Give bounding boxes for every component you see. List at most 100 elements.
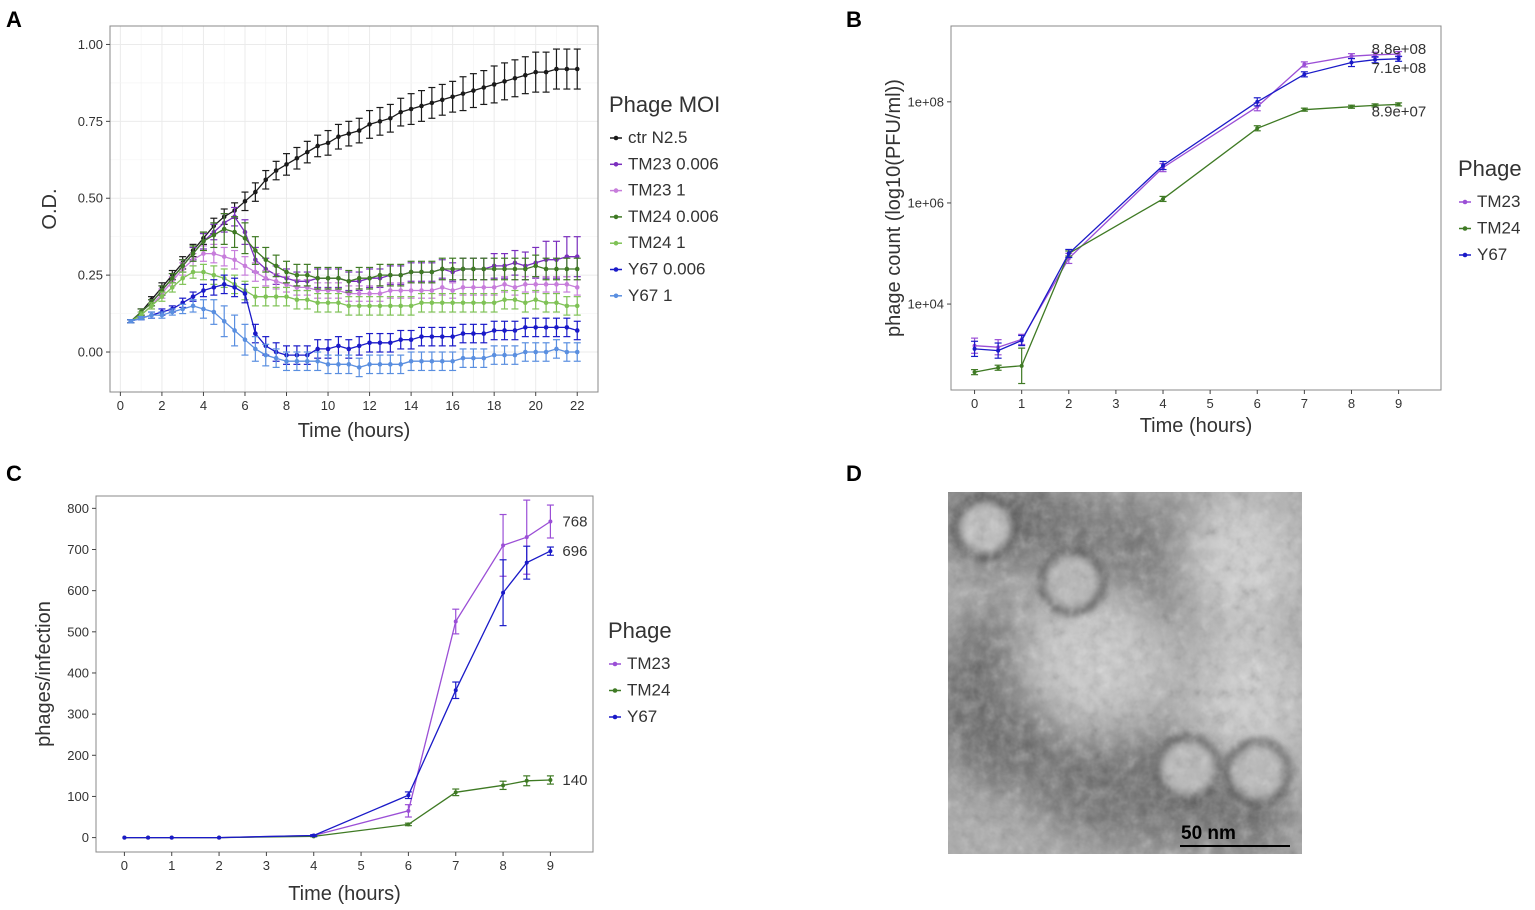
legend-item: Y67 xyxy=(1459,245,1507,264)
data-point xyxy=(408,337,414,343)
data-point xyxy=(543,300,549,306)
x-tick-label: 20 xyxy=(528,398,542,413)
data-point xyxy=(501,590,506,595)
data-point xyxy=(253,294,258,299)
data-point xyxy=(232,257,237,263)
legend-label: TM24 0.006 xyxy=(628,207,719,226)
legend-item: TM24 xyxy=(609,681,670,700)
data-point xyxy=(523,325,528,330)
series-line xyxy=(974,58,1399,352)
series-y67-1 xyxy=(127,299,581,378)
x-axis-label: Time (hours) xyxy=(298,420,411,442)
data-point xyxy=(377,303,383,309)
data-point xyxy=(439,334,445,339)
y-tick-label: 600 xyxy=(67,583,89,598)
legend-title: Phage MOI xyxy=(609,92,720,117)
legend-label: TM23 0.006 xyxy=(628,154,719,173)
legend-title: Phage xyxy=(1458,156,1522,181)
data-point xyxy=(453,619,458,624)
x-tick-label: 0 xyxy=(121,858,128,873)
data-point xyxy=(149,312,154,318)
y-tick-label: 1e+08 xyxy=(907,94,944,109)
chart-b-phage-count: 0 1 2 3 4 5 6 7 8 9 1e+04 1e+06 1e+08 Time (hours) pha… xyxy=(883,25,1522,437)
data-point xyxy=(263,352,269,358)
x-tick-label: 12 xyxy=(362,398,376,413)
plot-background xyxy=(951,26,1441,390)
data-point xyxy=(512,75,518,81)
data-point xyxy=(972,346,977,351)
data-point xyxy=(450,300,455,306)
data-point xyxy=(1255,126,1260,131)
data-point xyxy=(284,162,289,167)
data-point xyxy=(190,269,196,275)
data-point xyxy=(450,288,455,293)
data-point xyxy=(460,355,466,361)
x-tick-label: 22 xyxy=(570,398,584,413)
data-point xyxy=(211,251,217,256)
legend-item: TM24 0.006 xyxy=(610,207,719,226)
data-point xyxy=(211,272,217,278)
data-point xyxy=(491,266,497,272)
data-point xyxy=(502,282,507,287)
x-tick-label: 2 xyxy=(215,858,222,873)
data-point xyxy=(533,325,539,330)
data-point xyxy=(253,269,258,275)
data-point xyxy=(169,835,174,840)
data-point xyxy=(429,288,435,293)
data-point xyxy=(1373,57,1378,62)
data-point xyxy=(398,337,404,343)
data-point xyxy=(315,346,320,352)
data-point xyxy=(325,300,331,306)
data-point xyxy=(548,519,553,524)
data-point xyxy=(221,226,227,232)
data-point xyxy=(273,294,279,299)
data-point xyxy=(512,266,518,272)
data-point xyxy=(554,266,559,272)
data-point xyxy=(315,275,320,281)
data-point xyxy=(533,297,539,303)
data-point xyxy=(232,328,237,333)
data-point xyxy=(523,72,528,78)
data-point xyxy=(1066,251,1071,256)
x-tick-label: 4 xyxy=(1159,396,1166,411)
data-point xyxy=(1161,163,1166,168)
data-point xyxy=(554,325,559,330)
data-point xyxy=(564,282,570,287)
data-point xyxy=(242,337,248,343)
data-point xyxy=(201,288,206,293)
data-point xyxy=(460,91,466,96)
data-point xyxy=(502,297,507,303)
legend-label: TM23 xyxy=(1477,192,1520,211)
series-y67 xyxy=(122,545,554,840)
data-point xyxy=(232,285,237,290)
data-point xyxy=(1019,338,1024,343)
data-point xyxy=(325,275,331,281)
data-point xyxy=(523,300,528,306)
chart-a-optical-density: 0 2 4 6 8 10 12 14 16 18 20 22 0.00 0.25 0.50 0.75 1.00 T… xyxy=(39,25,720,442)
data-point xyxy=(471,355,476,361)
data-point xyxy=(471,331,476,336)
data-point xyxy=(367,275,372,281)
data-point xyxy=(491,300,497,306)
data-point xyxy=(1396,56,1401,61)
data-point xyxy=(146,835,151,840)
data-point xyxy=(471,300,476,306)
data-point xyxy=(554,346,559,352)
data-point xyxy=(450,266,455,272)
legend-swatch-point xyxy=(1462,226,1468,231)
data-point xyxy=(336,300,341,306)
y-tick-label: 0.75 xyxy=(78,114,103,129)
data-point xyxy=(294,297,300,303)
legend-item: TM23 xyxy=(1459,192,1520,211)
data-point xyxy=(221,254,227,259)
data-point xyxy=(169,275,175,281)
legend-label: Y67 1 xyxy=(628,286,672,305)
data-point xyxy=(138,315,144,321)
data-point xyxy=(128,318,134,324)
data-point xyxy=(211,309,217,315)
data-point xyxy=(1302,62,1307,67)
data-point xyxy=(471,285,476,290)
data-point xyxy=(294,358,300,364)
data-point xyxy=(481,331,487,336)
